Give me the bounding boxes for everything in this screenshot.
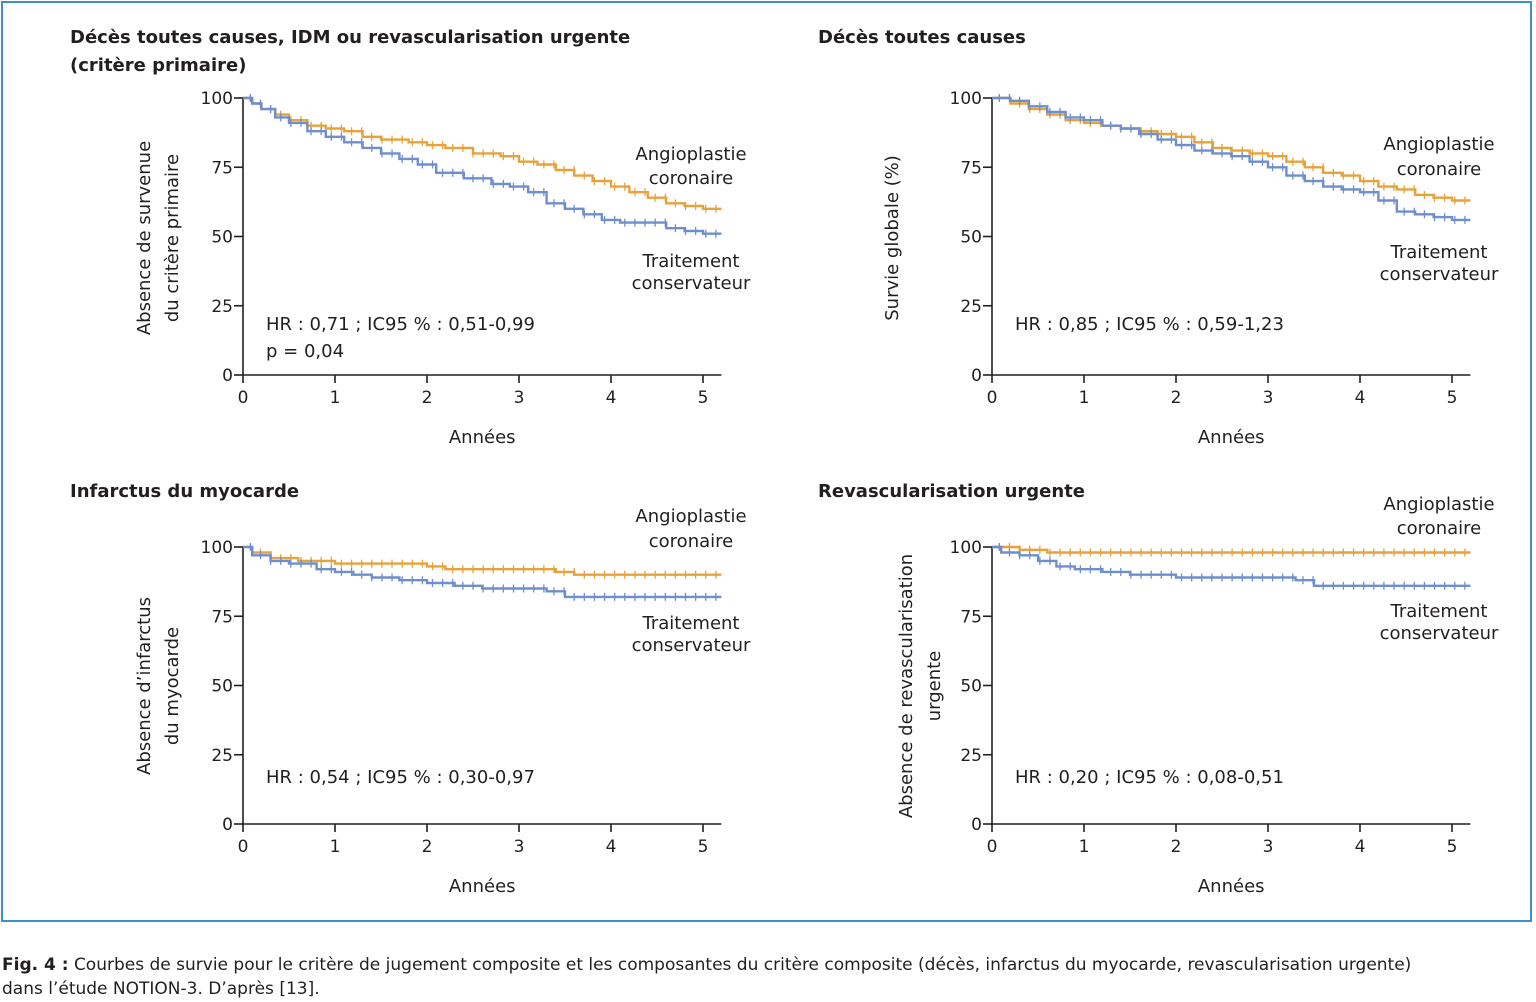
series-line-conservative: [243, 96, 722, 235]
x-axis-label: Années: [449, 427, 516, 448]
hazard-ratio-annotation: p = 0,04: [266, 341, 344, 362]
x-tick-label: 3: [514, 388, 525, 408]
series-label-angioplasty: coronaire: [649, 168, 733, 189]
series-label-angioplasty: Angioplastie: [1383, 494, 1494, 515]
series-label-conservative: Traitement: [1390, 601, 1488, 622]
series-label-angioplasty: Angioplastie: [635, 506, 746, 527]
chart-panel-2: Décès toutes causes 0 25 50 75 100 0 1 2 3 4 5 Année…: [818, 27, 1499, 448]
x-tick-label: 1: [1079, 388, 1090, 408]
series-line-conservative: [992, 545, 1471, 587]
x-tick-label: 3: [1263, 388, 1274, 408]
x-tick-label: 1: [1079, 837, 1090, 857]
series-label-conservative: conservateur: [1380, 264, 1499, 285]
y-tick-label: 0: [222, 815, 233, 835]
y-tick-label: 50: [211, 228, 233, 248]
hazard-ratio-annotation: HR : 0,20 ; IC95 % : 0,08-0,51: [1015, 767, 1284, 788]
y-tick-label: 25: [960, 297, 982, 317]
series-label-conservative: Traitement: [642, 251, 740, 272]
x-tick-label: 2: [1171, 837, 1182, 857]
y-tick-label: 50: [960, 228, 982, 248]
x-tick-label: 0: [238, 388, 249, 408]
x-tick-label: 5: [698, 388, 709, 408]
y-axis-label: Absence d’infarctus: [134, 597, 155, 775]
y-axis-label: du myocarde: [162, 627, 183, 745]
y-axis-label: Absence de survenue: [134, 141, 155, 335]
series-line-angioplasty: [992, 545, 1471, 554]
chart-panel-3: Infarctus du myocarde 0 25 50 75 100 0 1 2 3 4 5 Ann…: [70, 481, 751, 897]
y-tick-label: 0: [971, 815, 982, 835]
y-tick-label: 100: [950, 538, 982, 558]
x-axis-label: Années: [449, 876, 516, 897]
chart-figure: Décès toutes causes, IDM ou revascularis…: [70, 27, 1499, 897]
y-axis-label: urgente: [924, 651, 945, 722]
chart-title: Décès toutes causes: [818, 27, 1026, 48]
chart-title: Décès toutes causes, IDM ou revascularis…: [70, 27, 630, 48]
y-tick-label: 75: [960, 607, 982, 627]
chart-title: (critère primaire): [70, 55, 246, 76]
caption-text-1: Courbes de survie pour le critère de jug…: [73, 955, 1412, 975]
y-tick-label: 25: [960, 746, 982, 766]
series-label-angioplasty: Angioplastie: [1383, 134, 1494, 155]
series-label-conservative: conservateur: [1380, 623, 1499, 644]
x-tick-label: 4: [1355, 837, 1366, 857]
series-line-conservative: [992, 96, 1471, 222]
x-tick-label: 4: [606, 388, 617, 408]
y-axis-label: du critère primaire: [162, 154, 183, 322]
series-line-angioplasty: [992, 96, 1471, 202]
caption-line-2: dans l’étude NOTION-3. D’après [13].: [2, 979, 320, 999]
x-tick-label: 3: [514, 837, 525, 857]
x-tick-label: 5: [1447, 388, 1458, 408]
series-label-conservative: Traitement: [1390, 242, 1488, 263]
hazard-ratio-annotation: HR : 0,71 ; IC95 % : 0,51-0,99: [266, 314, 535, 335]
series-label-angioplasty: coronaire: [1397, 159, 1481, 180]
x-tick-label: 5: [1447, 837, 1458, 857]
series-line-conservative: [243, 545, 722, 599]
series-label-conservative: conservateur: [632, 273, 751, 294]
series-label-conservative: Traitement: [642, 613, 740, 634]
x-tick-label: 5: [698, 837, 709, 857]
series-label-angioplasty: coronaire: [649, 531, 733, 552]
x-tick-label: 0: [238, 837, 249, 857]
caption-line-1: Fig. 4 : Courbes de survie pour le critè…: [2, 953, 1536, 977]
y-tick-label: 0: [222, 366, 233, 386]
hazard-ratio-annotation: HR : 0,54 ; IC95 % : 0,30-0,97: [266, 767, 535, 788]
x-tick-label: 3: [1263, 837, 1274, 857]
y-tick-label: 50: [211, 677, 233, 697]
x-axis-label: Années: [1198, 427, 1265, 448]
x-tick-label: 1: [330, 388, 341, 408]
chart-title: Infarctus du myocarde: [70, 481, 299, 502]
x-tick-label: 2: [422, 837, 433, 857]
y-tick-label: 75: [211, 158, 233, 178]
series-label-angioplasty: coronaire: [1397, 518, 1481, 539]
x-tick-label: 2: [1171, 388, 1182, 408]
figure-caption: Fig. 4 : Courbes de survie pour le critè…: [2, 953, 1536, 1001]
figure-frame: [1, 1, 1532, 922]
x-tick-label: 4: [606, 837, 617, 857]
series-label-conservative: conservateur: [632, 635, 751, 656]
y-tick-label: 100: [201, 89, 233, 109]
x-tick-label: 0: [987, 837, 998, 857]
y-axis-label: Survie globale (%): [882, 155, 903, 321]
y-tick-label: 75: [960, 158, 982, 178]
x-tick-label: 1: [330, 837, 341, 857]
y-tick-label: 75: [211, 607, 233, 627]
y-tick-label: 0: [971, 366, 982, 386]
x-tick-label: 0: [987, 388, 998, 408]
y-tick-label: 100: [950, 89, 982, 109]
x-tick-label: 4: [1355, 388, 1366, 408]
y-tick-label: 50: [960, 677, 982, 697]
x-tick-label: 2: [422, 388, 433, 408]
y-tick-label: 25: [211, 297, 233, 317]
y-axis-label: Absence de revascularisation: [896, 554, 917, 818]
chart-title: Revascularisation urgente: [818, 481, 1085, 502]
series-label-angioplasty: Angioplastie: [635, 144, 746, 165]
y-tick-label: 25: [211, 746, 233, 766]
caption-label: Fig. 4 :: [2, 955, 69, 975]
hazard-ratio-annotation: HR : 0,85 ; IC95 % : 0,59-1,23: [1015, 314, 1284, 335]
chart-panel-1: Décès toutes causes, IDM ou revascularis…: [70, 27, 751, 448]
chart-panel-4: Revascularisation urgente 0 25 50 75 100 0 1 2 3 4…: [818, 481, 1499, 897]
y-tick-label: 100: [201, 538, 233, 558]
x-axis-label: Années: [1198, 876, 1265, 897]
